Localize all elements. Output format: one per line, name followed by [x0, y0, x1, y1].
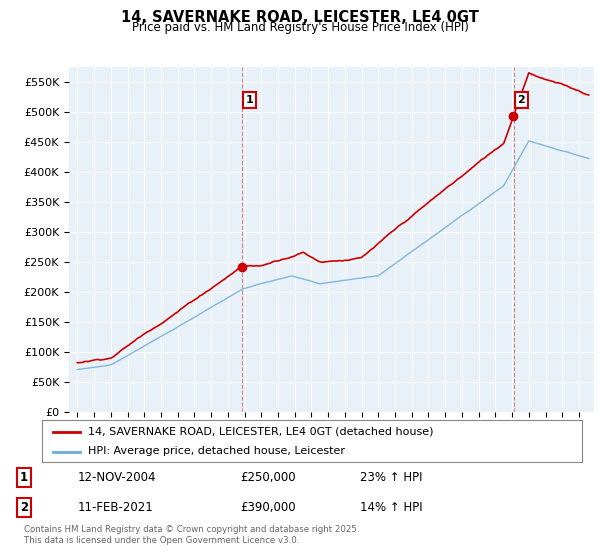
Text: £250,000: £250,000 — [240, 471, 296, 484]
Text: 23% ↑ HPI: 23% ↑ HPI — [360, 471, 422, 484]
Text: 14, SAVERNAKE ROAD, LEICESTER, LE4 0GT: 14, SAVERNAKE ROAD, LEICESTER, LE4 0GT — [121, 10, 479, 25]
Text: 1: 1 — [246, 95, 253, 105]
Text: 12-NOV-2004: 12-NOV-2004 — [78, 471, 157, 484]
Text: Contains HM Land Registry data © Crown copyright and database right 2025.
This d: Contains HM Land Registry data © Crown c… — [24, 525, 359, 545]
Text: 1: 1 — [20, 471, 28, 484]
Text: 14% ↑ HPI: 14% ↑ HPI — [360, 501, 422, 514]
Text: 11-FEB-2021: 11-FEB-2021 — [78, 501, 154, 514]
Text: 14, SAVERNAKE ROAD, LEICESTER, LE4 0GT (detached house): 14, SAVERNAKE ROAD, LEICESTER, LE4 0GT (… — [88, 427, 433, 437]
Text: £390,000: £390,000 — [240, 501, 296, 514]
Text: Price paid vs. HM Land Registry's House Price Index (HPI): Price paid vs. HM Land Registry's House … — [131, 21, 469, 34]
Text: HPI: Average price, detached house, Leicester: HPI: Average price, detached house, Leic… — [88, 446, 345, 456]
Text: 2: 2 — [517, 95, 525, 105]
Text: 2: 2 — [20, 501, 28, 514]
